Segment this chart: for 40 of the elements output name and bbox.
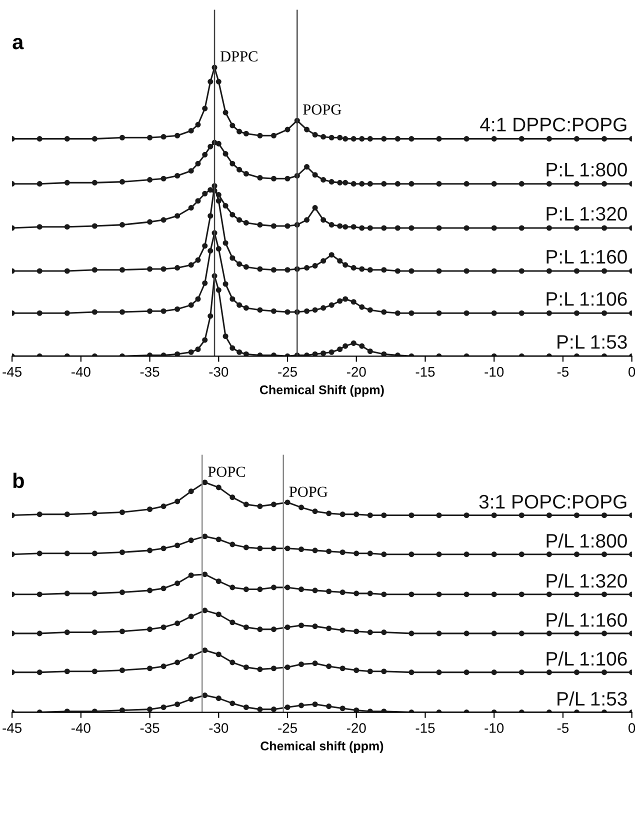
x-tick-label: -10: [484, 366, 504, 377]
series-label: 3:1 POPC:POPG: [479, 494, 626, 509]
x-tick-label: -30: [209, 366, 228, 377]
series-label: P:L 1:160: [546, 250, 627, 264]
ref-line-label: DPPC: [220, 51, 258, 62]
x-tick-label: -5: [557, 367, 569, 377]
x-tick-label: -45: [2, 723, 22, 733]
x-tick-label: -35: [140, 366, 160, 377]
x-tick-label: 0: [628, 366, 635, 377]
series-label: P/L 1:800: [546, 533, 627, 548]
x-tick-label: -20: [346, 366, 366, 377]
series-label: P/L 1:53: [558, 691, 627, 706]
x-tick-label: -20: [346, 723, 366, 733]
x-axis-title: Chemical Shift (ppm): [260, 385, 384, 397]
series-label: P:L 1:106: [546, 292, 627, 306]
ref-line-label: POPC: [208, 466, 246, 477]
x-axis-title: Chemical shift (ppm): [260, 741, 384, 753]
x-tick-label: -15: [416, 723, 435, 733]
series-label: 4:1 DPPC:POPG: [480, 118, 626, 132]
x-tick-label: -30: [209, 723, 228, 733]
x-tick-label: -40: [72, 723, 90, 733]
x-tick-label: -25: [278, 366, 297, 377]
x-tick-label: -45: [2, 367, 22, 377]
x-tick-label: 0: [628, 723, 635, 733]
series-label: P:L 1:320: [546, 206, 627, 221]
x-tick-label: -15: [416, 367, 435, 377]
series-label: P/L 1:320: [546, 573, 627, 588]
x-tick-label: -40: [72, 366, 90, 377]
x-tick-label: -5: [557, 723, 569, 733]
chart-title: a: [12, 38, 24, 50]
x-tick-label: -25: [278, 723, 297, 733]
x-tick-label: -35: [140, 723, 160, 733]
x-tick-label: -10: [484, 723, 504, 733]
series-label: P/L 1:160: [546, 612, 627, 627]
series-label: P:L 1:800: [546, 162, 627, 177]
chart-title: b: [13, 472, 24, 488]
series-label: P:L 1:53: [558, 335, 627, 349]
ref-line-label: POPG: [303, 104, 342, 115]
ref-line-label: POPG: [289, 486, 328, 497]
series-label: P/L 1:106: [546, 651, 627, 666]
